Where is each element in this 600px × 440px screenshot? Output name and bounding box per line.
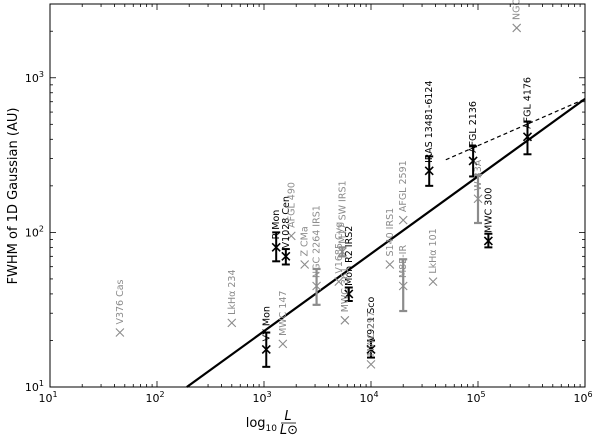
resolved-point — [522, 120, 533, 156]
x-tick-label: 102 — [145, 390, 164, 405]
fit-line-extension — [445, 98, 586, 161]
unresolved-point — [286, 231, 296, 241]
x-marker — [366, 360, 376, 369]
x-marker — [398, 215, 408, 225]
point-label: LkHα 234 — [227, 269, 238, 314]
unresolved-point — [115, 328, 125, 337]
resolved-point — [281, 248, 291, 266]
unresolved-point — [428, 277, 438, 287]
point-label: AFGL 4176 — [522, 77, 533, 129]
unresolved-point — [385, 260, 395, 269]
axis-ticks-layer: 101 102 103 104 105 106 101 102 103 — [25, 3, 593, 405]
x-tick-label: 104 — [359, 390, 378, 405]
resolved-point — [366, 339, 376, 359]
data-points-layer — [115, 23, 533, 369]
point-label: S140 IRS1 — [385, 208, 396, 257]
point-label: M8E-IR — [398, 245, 409, 278]
unresolved-point — [398, 258, 408, 313]
unresolved-point — [312, 267, 321, 306]
point-label: NGC 3603 IRS 9A — [512, 0, 523, 20]
fit-line-layer — [186, 98, 586, 388]
point-label: LkHα 101 — [428, 228, 439, 273]
x-marker — [337, 247, 347, 257]
unresolved-point — [366, 360, 376, 369]
point-label: AFGL 2136 — [468, 101, 479, 153]
x-marker — [344, 289, 354, 299]
x-tick-label: 106 — [573, 390, 592, 405]
x-marker — [366, 344, 376, 354]
y-tick-label: 101 — [25, 379, 44, 394]
unresolved-point — [340, 315, 350, 325]
x-tick-label: 105 — [466, 390, 485, 405]
point-label: VY Mon — [261, 306, 272, 341]
resolved-point — [261, 331, 271, 368]
unresolved-point — [473, 173, 483, 225]
fit-line — [186, 98, 586, 388]
x-marker — [483, 236, 493, 246]
point-label: V1685 Cyg — [334, 222, 345, 274]
x-tick-label: 101 — [38, 390, 57, 405]
x-marker — [115, 328, 125, 337]
unresolved-point — [300, 260, 310, 269]
unresolved-point — [512, 23, 522, 33]
point-label: IRAS 13481-6124 — [424, 80, 435, 162]
x-marker — [300, 260, 310, 269]
x-marker — [398, 281, 408, 291]
unresolved-point — [398, 215, 408, 225]
point-label: MWC 300 — [483, 188, 494, 233]
resolved-point — [483, 232, 493, 249]
point-label: W 33A — [473, 159, 484, 191]
svg-text:log10: log10 — [246, 416, 278, 434]
x-marker — [227, 318, 237, 328]
plot-frame — [49, 3, 586, 388]
x-marker — [281, 251, 291, 261]
resolved-point — [424, 155, 434, 187]
y-tick-label: 103 — [25, 70, 44, 85]
x-tick-label: 103 — [252, 390, 271, 405]
unresolved-point — [337, 246, 347, 258]
x-marker — [278, 339, 288, 349]
point-label: AFGL 2591 — [398, 160, 409, 212]
point-label: NGC 2264 IRS1 — [312, 205, 323, 278]
point-label: MWC 297 — [366, 311, 377, 356]
x-marker — [512, 23, 522, 33]
x-axis-title-numerator: L — [284, 409, 291, 424]
x-marker — [312, 281, 321, 291]
point-label: R Mon — [271, 210, 282, 240]
unresolved-point — [227, 318, 237, 328]
x-marker — [468, 156, 478, 166]
x-axis-title: log10 L L⊙ — [246, 409, 298, 438]
x-marker — [271, 242, 281, 252]
x-marker — [340, 315, 350, 325]
point-label: Mon R2 IRS2 — [344, 226, 355, 286]
unresolved-point — [334, 277, 344, 287]
x-marker — [286, 231, 296, 241]
point-label: MWC 147 — [278, 291, 289, 336]
point-label: V376 Cas — [115, 279, 126, 324]
y-axis-title: FWHM of 1D Gaussian (AU) — [6, 108, 21, 285]
point-label: Z CMa — [300, 226, 311, 256]
x-marker — [473, 194, 483, 204]
resolved-point — [468, 145, 478, 178]
x-marker — [334, 277, 344, 287]
x-marker — [261, 344, 271, 354]
point-label: M17 SW IRS1 — [337, 180, 348, 243]
x-marker — [428, 277, 438, 287]
point-label: V1028 Cen — [281, 196, 292, 248]
point-label: AFGL 490 — [286, 182, 297, 228]
x-marker — [522, 132, 533, 142]
plot-background — [50, 4, 585, 387]
resolved-point — [344, 286, 354, 302]
x-marker — [385, 260, 395, 269]
x-marker — [424, 166, 434, 176]
point-label: V921 Sco — [366, 297, 377, 342]
resolved-point — [271, 231, 281, 263]
unresolved-point — [278, 339, 288, 349]
point-label: MWC 361 — [340, 267, 351, 312]
y-tick-label: 102 — [25, 224, 44, 239]
x-axis-title-denominator: L⊙ — [280, 423, 298, 438]
